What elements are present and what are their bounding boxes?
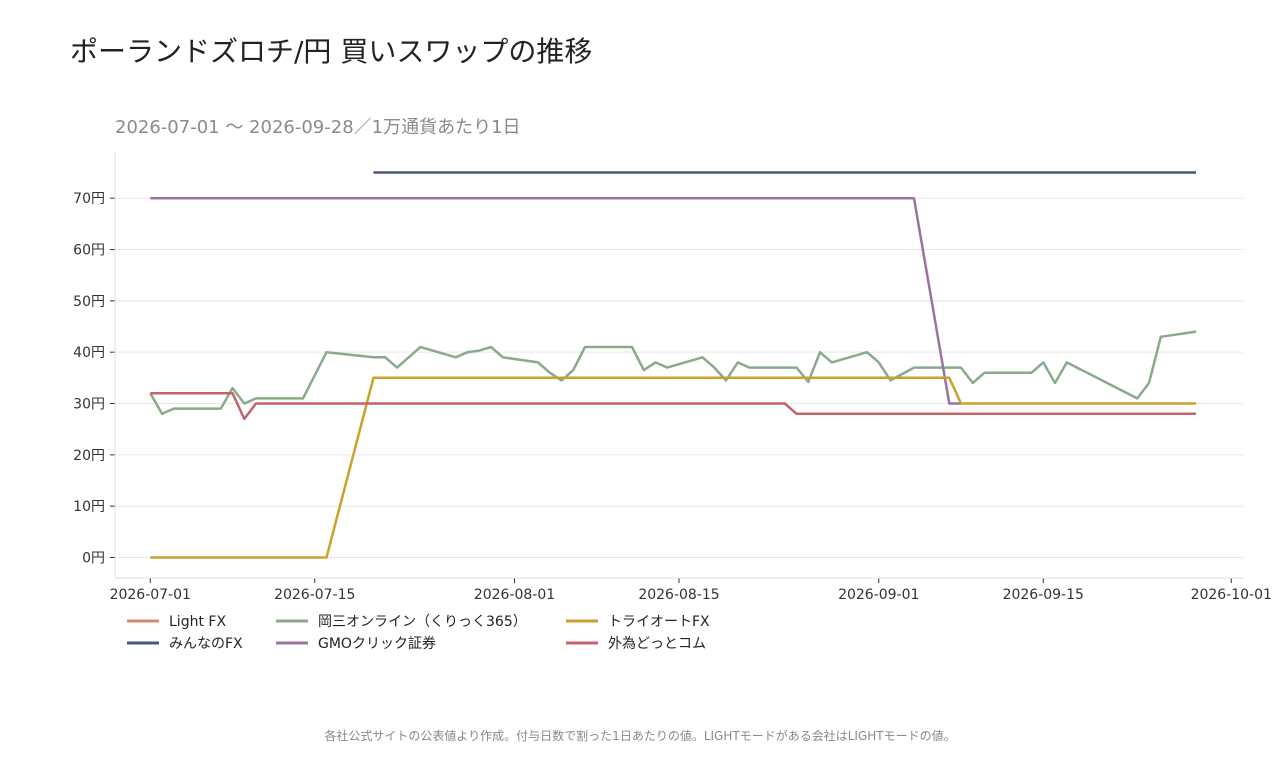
legend-label: GMOクリック証券 [318, 636, 436, 652]
series-line [150, 376, 1196, 559]
y-tick-label: 20円 [73, 448, 105, 464]
y-tick-label: 10円 [73, 499, 105, 515]
y-tick-label: 60円 [73, 243, 105, 259]
chart-subtitle: 2026-07-01 〜 2026-09-28／1万通貨あたり1日 [115, 117, 521, 138]
y-tick-label: 70円 [73, 191, 105, 207]
x-tick-label: 2026-08-01 [474, 587, 555, 603]
legend-label: 外為どっとコム [608, 636, 706, 652]
legend-label: 岡三オンライン（くりっく365） [318, 614, 527, 630]
series-line [150, 196, 961, 405]
x-tick-label: 2026-07-15 [274, 587, 355, 603]
legend-label: トライオートFX [608, 614, 710, 630]
series-line [149, 330, 1197, 416]
page-title: ポーランドズロチ/円 買いスワップの推移 [70, 35, 593, 68]
y-tick-label: 50円 [73, 294, 105, 310]
x-tick-label: 2026-08-15 [638, 587, 719, 603]
series-line [150, 391, 1196, 421]
y-tick-label: 40円 [73, 345, 105, 361]
footer-note: 各社公式サイトの公表値より作成。付与日数で割った1日あたりの値。LIGHTモード… [324, 729, 956, 743]
x-tick-label: 2026-09-15 [1003, 587, 1084, 603]
x-tick-label: 2026-07-01 [110, 587, 191, 603]
y-tick-label: 30円 [73, 396, 105, 412]
legend-label: Light FX [169, 614, 226, 630]
legend-label: みんなのFX [169, 636, 243, 652]
x-tick-label: 2026-10-01 [1191, 587, 1272, 603]
y-tick-label: 0円 [82, 550, 105, 566]
swap-line-chart: 0円 10円 20円 30円 40円 50円 60円 70円 2026-07-01 2026-07… [73, 152, 1272, 652]
x-tick-label: 2026-09-01 [838, 587, 919, 603]
